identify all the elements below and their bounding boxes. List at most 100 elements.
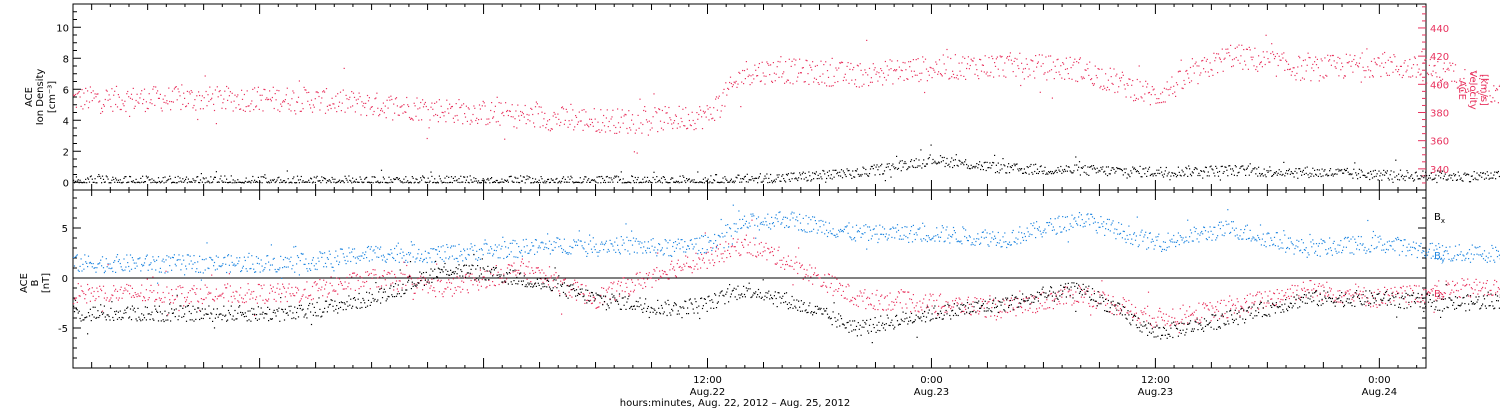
by-point <box>924 239 927 241</box>
velocity-point <box>279 110 281 113</box>
density-point <box>532 177 534 180</box>
by-point <box>96 267 98 269</box>
velocity-point <box>450 107 452 109</box>
by-point <box>301 253 303 255</box>
by-point <box>350 260 352 263</box>
density-point <box>1454 174 1457 176</box>
density-point <box>940 161 942 163</box>
by-point <box>1060 231 1062 233</box>
by-point <box>1091 216 1094 218</box>
velocity-point <box>561 107 563 109</box>
velocity-point <box>422 99 424 101</box>
velocity-point <box>757 75 759 77</box>
velocity-point <box>477 122 479 124</box>
by-point <box>639 241 641 243</box>
density-point <box>1373 176 1375 178</box>
density-point <box>1119 168 1121 170</box>
by-point <box>356 256 358 258</box>
by-point <box>824 233 826 235</box>
density-point <box>1344 170 1346 172</box>
density-point <box>580 182 582 184</box>
density-point <box>1085 172 1087 174</box>
density-point <box>192 178 194 180</box>
density-point <box>1420 175 1422 177</box>
velocity-point <box>113 94 115 96</box>
by-point <box>611 243 613 245</box>
density-point <box>481 179 483 182</box>
density-point <box>254 179 256 181</box>
density-point <box>970 164 972 166</box>
velocity-point <box>425 105 427 108</box>
velocity-point <box>140 93 142 95</box>
by-point <box>816 232 818 234</box>
by-point <box>719 236 721 238</box>
velocity-point <box>1394 56 1396 58</box>
density-point <box>241 181 244 183</box>
velocity-point <box>626 127 628 130</box>
density-point <box>174 176 176 178</box>
density-point <box>1011 165 1013 167</box>
by-point <box>665 240 667 242</box>
velocity-point <box>1223 58 1225 60</box>
velocity-point <box>1031 60 1033 62</box>
density-point <box>906 169 908 171</box>
density-point <box>1249 163 1251 165</box>
density-point <box>218 181 220 183</box>
density-point <box>104 181 106 183</box>
by-point <box>649 251 651 253</box>
density-point <box>1216 167 1218 169</box>
density-point <box>142 175 144 177</box>
velocity-point <box>1116 73 1118 75</box>
velocity-point <box>1385 72 1388 74</box>
velocity-point <box>1161 91 1164 93</box>
density-point <box>1163 173 1165 175</box>
density-point <box>547 178 550 180</box>
by-point <box>458 243 460 246</box>
density-point <box>1124 172 1126 174</box>
velocity-point <box>1339 57 1341 60</box>
velocity-point <box>156 92 158 94</box>
density-point <box>484 181 486 183</box>
density-point <box>804 172 806 174</box>
velocity-point <box>715 96 718 98</box>
density-point <box>221 180 223 182</box>
density-point <box>460 175 462 177</box>
by-point <box>559 238 561 240</box>
by-point <box>1021 232 1023 234</box>
by-point <box>758 229 760 231</box>
velocity-point <box>145 101 147 103</box>
velocity-point <box>176 99 178 101</box>
by-point <box>950 235 952 237</box>
by-point <box>1017 238 1019 240</box>
velocity-point <box>461 104 463 106</box>
density-point <box>279 182 281 184</box>
density-point <box>134 182 136 184</box>
by-point <box>325 266 328 268</box>
density-point <box>431 175 433 177</box>
density-point <box>903 162 905 165</box>
velocity-point <box>251 100 253 102</box>
density-point <box>1174 172 1176 174</box>
velocity-point <box>894 69 896 71</box>
by-point <box>241 270 243 272</box>
velocity-point <box>223 98 225 100</box>
by-point <box>991 237 993 239</box>
density-point <box>382 176 384 178</box>
by-point <box>118 259 120 261</box>
velocity-point <box>106 90 108 92</box>
velocity-point <box>1168 94 1170 96</box>
density-point <box>234 180 236 182</box>
density-point <box>195 180 197 182</box>
velocity-point <box>284 99 286 101</box>
velocity-point <box>868 67 871 69</box>
by-point <box>1085 221 1087 223</box>
velocity-point <box>714 119 716 121</box>
density-point <box>1284 175 1286 177</box>
velocity-point <box>897 78 900 80</box>
bottom-ylabel-1: ACE <box>19 273 30 293</box>
by-point <box>199 255 201 257</box>
velocity-point <box>1154 94 1156 96</box>
velocity-point <box>1199 74 1201 76</box>
density-point <box>1117 168 1119 170</box>
density-point <box>1010 166 1012 169</box>
